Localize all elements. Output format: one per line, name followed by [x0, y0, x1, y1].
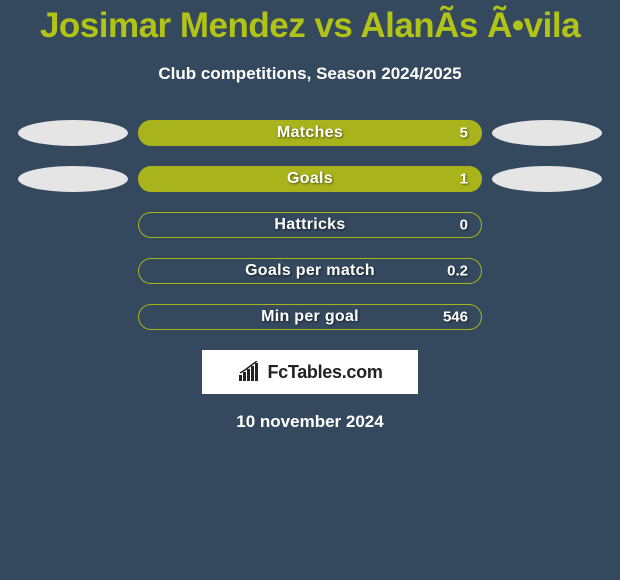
left-pill-placeholder	[18, 304, 128, 330]
stat-bar-value: 0.2	[447, 263, 468, 280]
brand-box: FcTables.com	[202, 350, 418, 394]
right-pill-placeholder	[492, 304, 602, 330]
stat-bar-label: Matches	[138, 124, 482, 142]
stat-bar: Hattricks0	[138, 212, 482, 238]
stat-bar-label: Hattricks	[138, 216, 482, 234]
left-pill	[18, 166, 128, 192]
bar-chart-icon	[237, 361, 261, 383]
stat-bar-value: 1	[460, 171, 468, 188]
date-label: 10 november 2024	[0, 412, 620, 432]
subtitle: Club competitions, Season 2024/2025	[0, 64, 620, 84]
right-pill	[492, 166, 602, 192]
compare-row: Goals1	[0, 166, 620, 192]
compare-region: Matches5Goals1Hattricks0Goals per match0…	[0, 120, 620, 330]
stat-bar: Min per goal546	[138, 304, 482, 330]
right-pill-placeholder	[492, 212, 602, 238]
stat-bar: Matches5	[138, 120, 482, 146]
stat-bar-label: Goals per match	[138, 262, 482, 280]
compare-row: Hattricks0	[0, 212, 620, 238]
stat-bar-value: 0	[460, 217, 468, 234]
stat-bar-value: 5	[460, 125, 468, 142]
left-pill	[18, 120, 128, 146]
right-pill-placeholder	[492, 258, 602, 284]
stat-bar-label: Goals	[138, 170, 482, 188]
right-pill	[492, 120, 602, 146]
compare-row: Matches5	[0, 120, 620, 146]
stat-bar: Goals per match0.2	[138, 258, 482, 284]
page-title: Josimar Mendez vs AlanÃ­s Ã•vila	[0, 0, 620, 46]
stat-bar-value: 546	[443, 309, 468, 326]
compare-row: Min per goal546	[0, 304, 620, 330]
compare-row: Goals per match0.2	[0, 258, 620, 284]
stat-bar-label: Min per goal	[138, 308, 482, 326]
left-pill-placeholder	[18, 258, 128, 284]
stat-bar: Goals1	[138, 166, 482, 192]
left-pill-placeholder	[18, 212, 128, 238]
brand-label: FcTables.com	[267, 362, 382, 383]
